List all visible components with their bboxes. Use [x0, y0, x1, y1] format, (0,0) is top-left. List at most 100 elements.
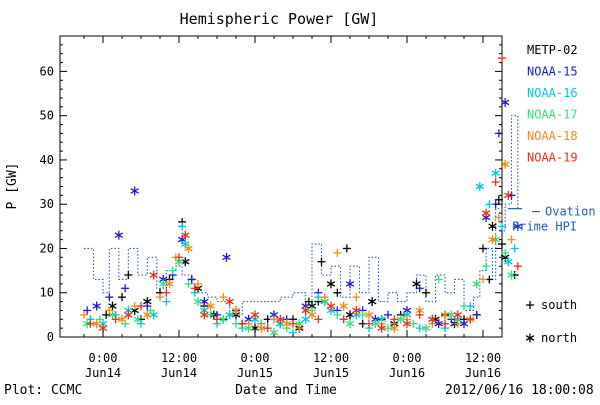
- north-marker-stroke: [143, 298, 152, 305]
- north-marker-stroke: [507, 272, 516, 278]
- north-marker-stroke: [364, 312, 374, 318]
- south-point: [121, 284, 130, 293]
- ovation-prime-hpi-series: [84, 115, 522, 316]
- north-marker-stroke: [295, 320, 304, 327]
- north-marker-stroke: [184, 245, 193, 252]
- north-point: [200, 310, 209, 320]
- series-metp-02: [102, 195, 519, 333]
- north-point: [193, 297, 203, 307]
- north-marker-stroke: [500, 99, 510, 106]
- north-point: [257, 323, 266, 333]
- x-tick-time-label: 0:00: [89, 351, 118, 365]
- y-tick-label: 60: [40, 64, 54, 78]
- south-point: [124, 271, 133, 280]
- north-marker-stroke: [434, 320, 443, 327]
- north-point: [396, 314, 405, 324]
- south-point: [510, 244, 519, 253]
- north-marker-stroke: [352, 307, 361, 314]
- y-tick-label: 50: [40, 109, 54, 123]
- south-point: [507, 235, 516, 244]
- north-point: [352, 305, 361, 315]
- north-point: [504, 257, 513, 267]
- legend: METP-02 NOAA-15 NOAA-16 NOAA-17 NOAA-18 NOAA-…: [508, 43, 596, 345]
- north-marker-stroke: [491, 170, 500, 177]
- north-point: [231, 305, 241, 315]
- south-legend-marker: [526, 301, 534, 309]
- south-point: [441, 319, 449, 328]
- north-point: [219, 314, 228, 324]
- south-point: [384, 324, 392, 333]
- north-marker-stroke: [421, 325, 431, 331]
- north-marker-stroke: [225, 298, 234, 305]
- north-marker-stroke: [117, 316, 127, 323]
- x-tick-date-label: Jun16: [389, 366, 425, 380]
- north-marker-stroke: [459, 320, 469, 327]
- south-point: [238, 319, 247, 328]
- series-noaa-19: [86, 54, 522, 333]
- north-point: [504, 190, 513, 200]
- north-legend-marker: [525, 333, 535, 343]
- north-marker-stroke: [231, 307, 241, 314]
- legend-entry: NOAA-17: [527, 108, 578, 122]
- legend-entry: NOAA-16: [527, 86, 578, 100]
- series-noaa-18: [80, 159, 516, 333]
- north-marker-stroke: [513, 223, 523, 230]
- x-tick-date-label: Jun14: [161, 366, 197, 380]
- south-point: [472, 310, 481, 319]
- north-marker-stroke: [345, 281, 355, 287]
- north-point: [371, 319, 380, 329]
- north-marker-stroke: [488, 223, 497, 230]
- south-point: [498, 54, 506, 63]
- north-point: [326, 279, 336, 289]
- north-point: [500, 159, 510, 169]
- south-point: [263, 324, 272, 333]
- north-marker-stroke: [244, 325, 253, 331]
- north-point: [133, 314, 143, 324]
- south-point: [118, 293, 126, 302]
- x-tick-time-label: 12:00: [161, 351, 197, 365]
- south-point: [333, 248, 342, 257]
- south-point: [415, 310, 424, 319]
- north-point: [345, 279, 355, 289]
- north-marker-stroke: [504, 258, 513, 265]
- north-point: [149, 270, 158, 280]
- north-point: [124, 310, 133, 320]
- north-marker-stroke: [481, 210, 491, 216]
- north-marker-stroke: [98, 325, 108, 331]
- north-point: [491, 168, 500, 178]
- x-tick-date-label: Jun15: [313, 366, 349, 380]
- south-point: [434, 275, 443, 284]
- north-marker-stroke: [165, 281, 174, 287]
- south-point: [83, 306, 92, 315]
- south-point: [453, 319, 462, 328]
- north-marker-stroke: [133, 316, 143, 323]
- south-point: [175, 253, 183, 262]
- south-point: [501, 248, 510, 257]
- south-point: [162, 297, 171, 306]
- x-tick-time-label: 12:00: [465, 351, 501, 365]
- north-point: [184, 243, 193, 253]
- south-point: [206, 310, 215, 319]
- legend-entry: NOAA-18: [527, 129, 578, 143]
- north-marker-stroke: [504, 192, 513, 199]
- north-point: [326, 301, 336, 311]
- north-marker-stroke: [282, 320, 291, 327]
- north-marker-stroke: [326, 303, 336, 309]
- south-point: [156, 293, 164, 302]
- south-point: [80, 310, 88, 319]
- plot-credit: Plot: CCMC: [4, 383, 82, 398]
- south-point: [494, 213, 503, 222]
- south-point: [314, 315, 323, 324]
- north-marker-stroke: [301, 316, 310, 323]
- north-point: [402, 319, 412, 329]
- south-point: [187, 275, 196, 284]
- x-tick-time-label: 12:00: [313, 351, 349, 365]
- south-point: [184, 279, 193, 288]
- north-marker-stroke: [453, 312, 462, 318]
- x-tick-date-label: Jun15: [237, 366, 273, 380]
- x-tick-date-label: Jun14: [85, 366, 121, 380]
- north-marker-stroke: [326, 281, 336, 287]
- north-marker-stroke: [301, 307, 310, 314]
- south-point: [289, 319, 297, 328]
- south-point: [460, 302, 468, 311]
